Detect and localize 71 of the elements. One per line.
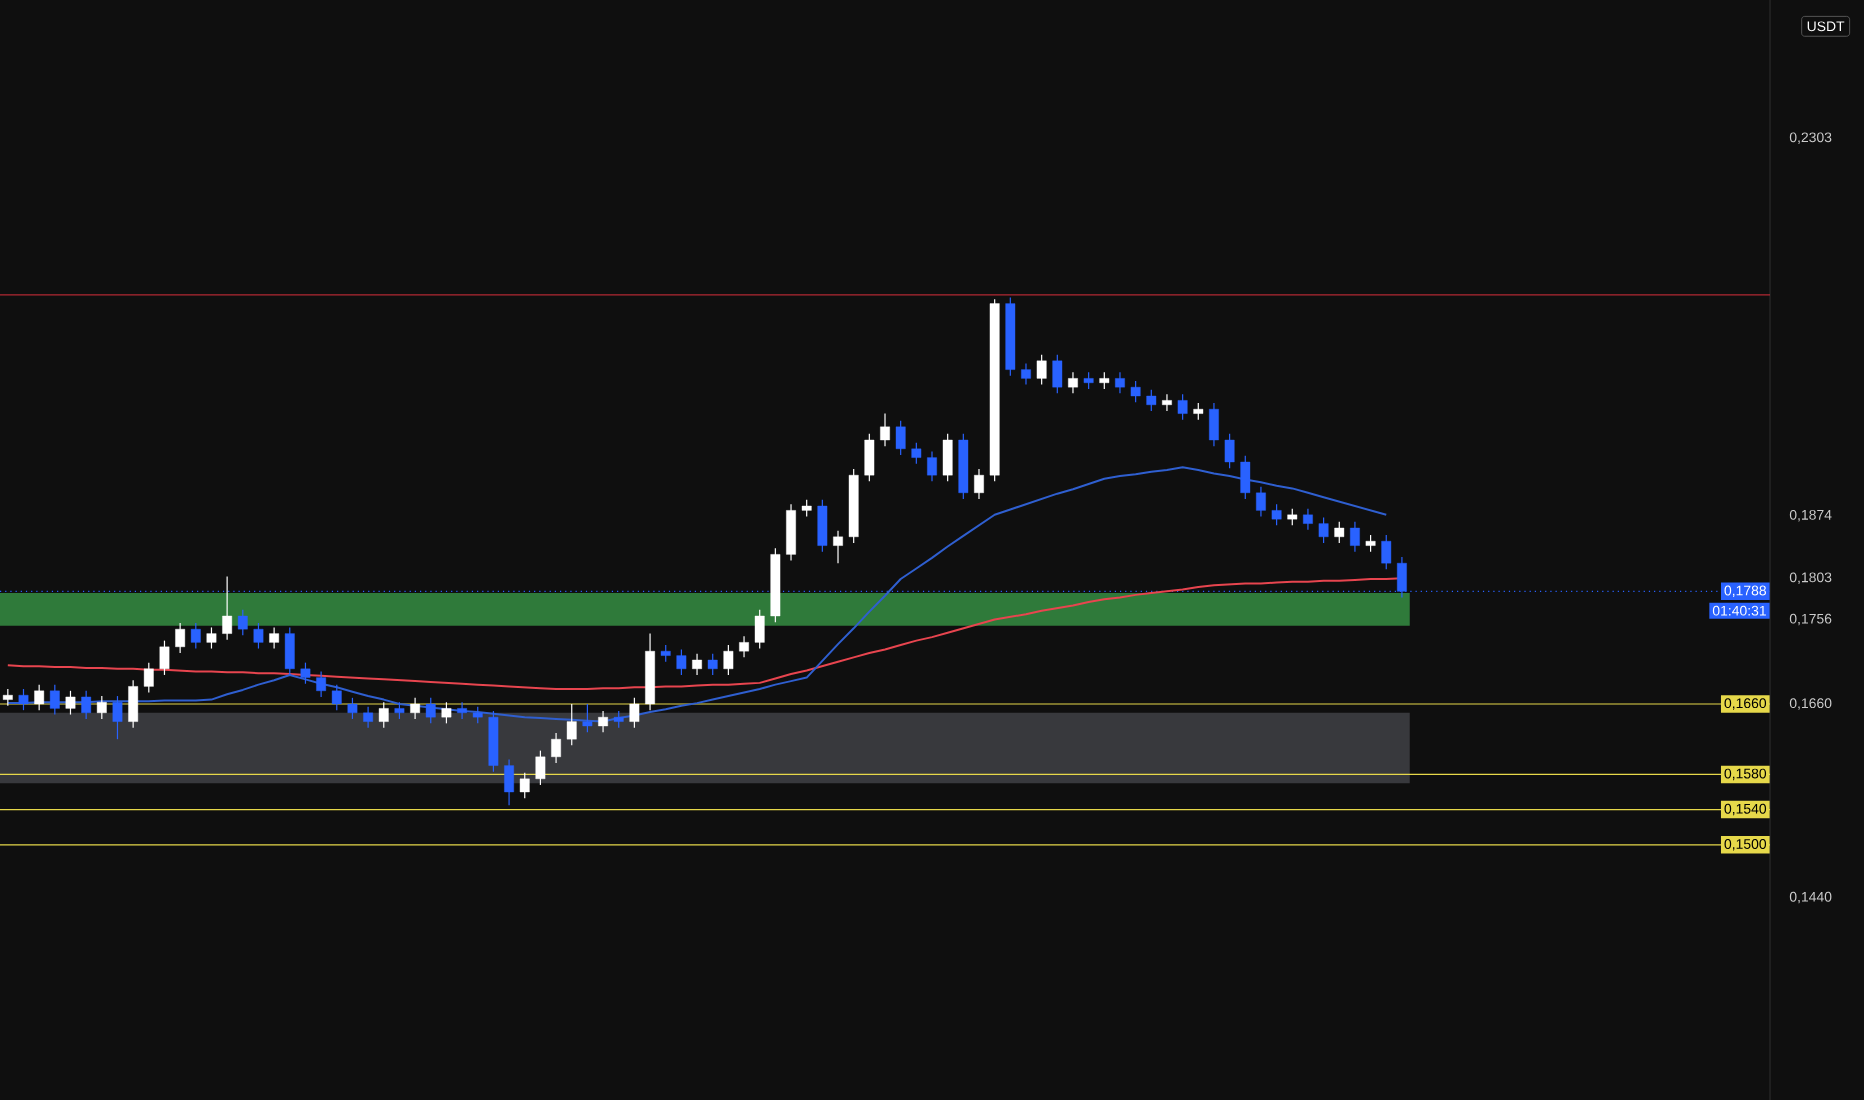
candlestick: [300, 662, 311, 685]
candlestick: [1021, 362, 1031, 386]
candlestick: [378, 701, 389, 729]
candlestick: [1224, 433, 1235, 469]
candlestick: [1068, 371, 1078, 394]
candlestick: [81, 690, 92, 720]
candlestick: [1350, 521, 1360, 553]
candlestick: [1115, 371, 1125, 394]
candlestick: [723, 644, 734, 676]
candlestick: [692, 653, 702, 676]
candlestick: [1381, 534, 1392, 570]
candlestick: [1334, 521, 1345, 544]
candlestick: [269, 626, 280, 650]
candlestick: [49, 684, 60, 716]
candlestick: [833, 530, 843, 564]
candlestick: [504, 758, 514, 806]
candlestick: [535, 750, 546, 786]
candlestick: [425, 697, 436, 724]
candlestick: [629, 697, 640, 729]
candlestick: [1303, 508, 1313, 531]
candlestick: [1130, 380, 1141, 403]
candlestick: [895, 420, 906, 456]
candlestick: [1146, 389, 1157, 412]
candlestick: [112, 695, 123, 740]
candlestick: [1177, 393, 1188, 421]
candlestick: [331, 684, 342, 711]
candlestick: [457, 701, 467, 720]
candlestick: [942, 433, 953, 482]
candlestick: [206, 626, 217, 650]
candlestick: [1256, 486, 1266, 518]
candlestick: [347, 697, 358, 720]
candlestick: [739, 635, 749, 658]
candlestick: [598, 710, 608, 733]
candlestick: [284, 626, 295, 676]
candlestick: [1036, 354, 1047, 386]
candlestick: [519, 772, 530, 799]
candlestick: [1318, 516, 1329, 544]
candlestick: [817, 499, 828, 553]
candlestick: [237, 609, 248, 636]
candlestick: [927, 450, 937, 482]
candlestick: [65, 690, 76, 716]
candlestick: [1240, 455, 1251, 500]
candlestick: [190, 622, 201, 650]
candlestick: [551, 732, 561, 764]
candlestick: [128, 679, 139, 729]
candlestick: [582, 703, 593, 733]
candlestick: [222, 575, 233, 641]
candlestick: [34, 684, 45, 711]
candlestick: [1162, 393, 1172, 412]
candlestick: [1209, 402, 1219, 447]
candlestick: [316, 670, 327, 698]
candlestick: [880, 412, 890, 447]
candlestick: [159, 640, 170, 676]
candlestick: [175, 622, 186, 654]
candlestick: [363, 706, 373, 729]
candlestick: [754, 609, 765, 650]
candlestick: [18, 688, 29, 711]
candlestick: [974, 468, 984, 500]
candlestick: [96, 695, 107, 720]
candlestick: [1271, 503, 1282, 526]
candlestick: [911, 442, 922, 465]
candlestick: [707, 653, 718, 676]
candlestick: [566, 703, 577, 746]
candlestick: [786, 503, 796, 562]
candlestick: [253, 622, 264, 650]
candlestick: [143, 662, 154, 694]
candlestick: [1052, 354, 1063, 394]
candlestick: [410, 697, 420, 720]
candlestick: [864, 433, 875, 482]
candlestick: [676, 648, 687, 676]
candlestick: [441, 701, 452, 724]
